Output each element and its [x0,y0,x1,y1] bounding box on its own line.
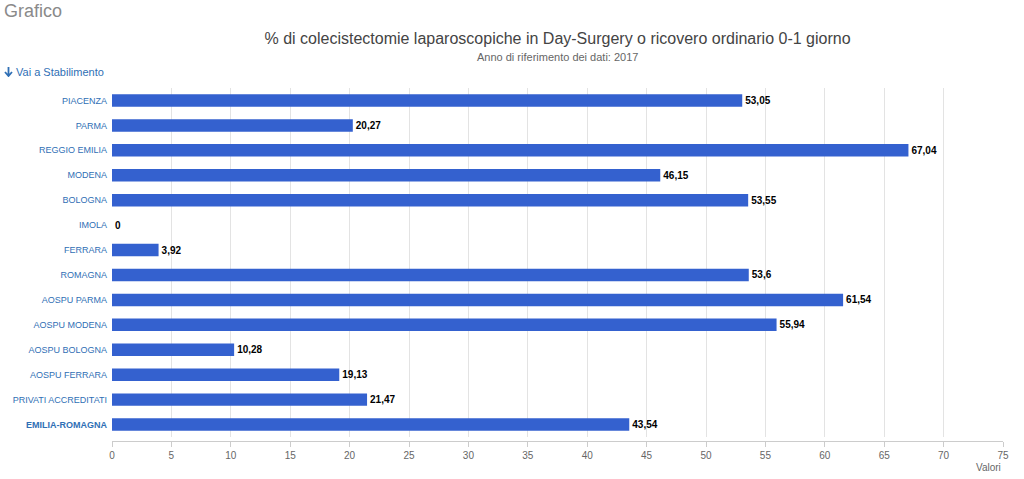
svg-text:43,54: 43,54 [632,419,657,430]
svg-text:10: 10 [225,450,237,461]
svg-text:0: 0 [115,220,121,231]
svg-text:REGGIO EMILIA: REGGIO EMILIA [39,145,107,155]
svg-text:20,27: 20,27 [356,120,381,131]
svg-text:5: 5 [169,450,175,461]
svg-text:61,54: 61,54 [846,294,871,305]
svg-text:AOSPU FERRARA: AOSPU FERRARA [30,370,107,380]
svg-text:45: 45 [641,450,653,461]
svg-text:50: 50 [700,450,712,461]
svg-text:60: 60 [819,450,831,461]
svg-text:20: 20 [344,450,356,461]
svg-text:21,47: 21,47 [370,394,395,405]
svg-text:Valori: Valori [976,462,1001,473]
svg-text:ROMAGNA: ROMAGNA [60,270,107,280]
svg-text:67,04: 67,04 [911,145,936,156]
svg-text:55,94: 55,94 [780,319,805,330]
svg-text:AOSPU MODENA: AOSPU MODENA [33,320,107,330]
svg-text:75: 75 [997,450,1009,461]
svg-text:PARMA: PARMA [76,121,107,131]
svg-text:IMOLA: IMOLA [79,220,107,230]
svg-text:0: 0 [109,450,115,461]
svg-text:FERRARA: FERRARA [64,245,107,255]
svg-text:25: 25 [403,450,415,461]
svg-text:AOSPU PARMA: AOSPU PARMA [42,295,107,305]
svg-text:55: 55 [760,450,772,461]
svg-text:15: 15 [285,450,297,461]
svg-text:40: 40 [582,450,594,461]
svg-text:% di colecistectomie laparosco: % di colecistectomie laparoscopiche in D… [264,30,850,47]
svg-text:EMILIA-ROMAGNA: EMILIA-ROMAGNA [26,420,107,430]
svg-text:10,28: 10,28 [237,344,262,355]
svg-text:53,6: 53,6 [752,269,772,280]
svg-text:65: 65 [879,450,891,461]
svg-text:PRIVATI ACCREDITATI: PRIVATI ACCREDITATI [13,395,107,405]
svg-text:35: 35 [522,450,534,461]
svg-text:AOSPU BOLOGNA: AOSPU BOLOGNA [28,345,107,355]
svg-text:Anno di riferimento dei dati:: Anno di riferimento dei dati: 2017 [477,51,638,63]
html-text:Grafico: Grafico [4,1,62,21]
svg-text:BOLOGNA: BOLOGNA [62,195,107,205]
svg-text:70: 70 [938,450,950,461]
svg-text:46,15: 46,15 [663,170,688,181]
svg-text:MODENA: MODENA [67,170,107,180]
svg-text:3,92: 3,92 [162,245,182,256]
svg-text:19,13: 19,13 [342,369,367,380]
html-text:Vai a Stabilimento: Vai a Stabilimento [16,66,104,78]
svg-text:30: 30 [463,450,475,461]
svg-text:PIACENZA: PIACENZA [62,96,107,106]
svg-text:53,05: 53,05 [745,95,770,106]
svg-text:53,55: 53,55 [751,195,776,206]
